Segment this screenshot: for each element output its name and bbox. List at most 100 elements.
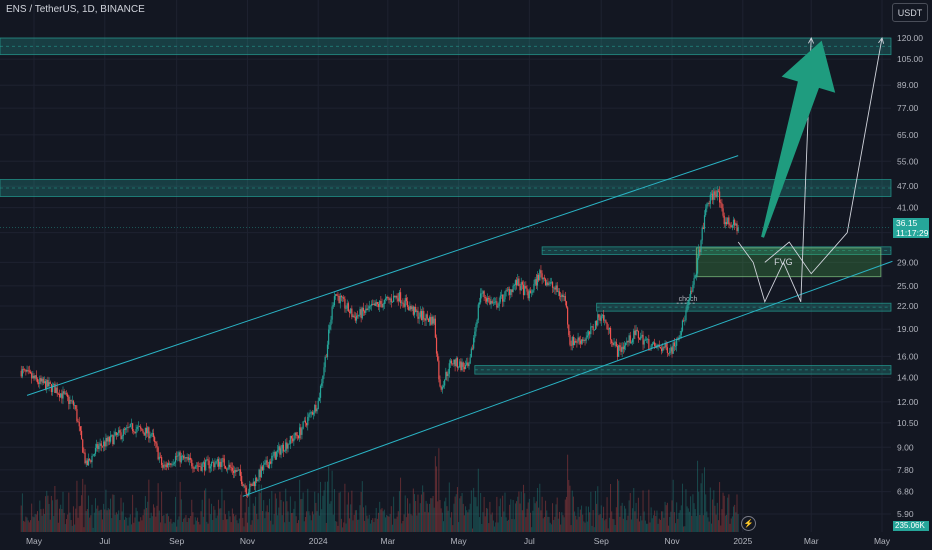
candle-body: [478, 302, 481, 305]
candle-body: [707, 202, 709, 205]
candle-body: [265, 460, 267, 463]
candle-body: [178, 452, 180, 456]
volume-bar: [259, 492, 261, 532]
volume-bar: [524, 493, 526, 532]
candle-body: [548, 283, 550, 285]
volume-bar: [55, 499, 57, 532]
candle-body: [341, 297, 344, 298]
volume-bar: [546, 510, 548, 532]
volume-bar: [183, 518, 185, 532]
candle-body: [475, 324, 477, 332]
candle-body: [648, 338, 650, 350]
volume-bar: [175, 496, 177, 532]
volume-bar: [681, 483, 683, 532]
volume-bar: [514, 503, 516, 532]
candle-body: [600, 315, 602, 321]
candle-body: [104, 441, 106, 447]
candle-body: [283, 450, 286, 452]
candle-body: [518, 278, 520, 287]
candle-body: [286, 442, 288, 449]
currency-button[interactable]: USDT: [892, 3, 928, 22]
candle-body: [164, 464, 166, 466]
volume-bar: [315, 502, 317, 532]
volume-bar: [156, 505, 158, 532]
volume-bar: [639, 521, 641, 532]
volume-bar: [484, 516, 486, 532]
candle-body: [91, 455, 93, 463]
volume-bar: [462, 503, 464, 532]
volume-bar: [658, 518, 660, 532]
volume-bar: [53, 516, 55, 532]
candle-body: [572, 336, 575, 346]
volume-bar: [100, 509, 102, 532]
candle-body: [347, 303, 349, 312]
volume-bar: [376, 518, 378, 532]
candle-body: [113, 435, 115, 445]
candle-body: [612, 343, 614, 345]
candle-body: [395, 295, 397, 298]
volume-bar: [505, 517, 507, 532]
volume-bar: [611, 511, 613, 532]
candle-body: [209, 466, 211, 469]
candle-body: [50, 383, 53, 393]
candle-body: [560, 295, 562, 297]
volume-bar: [222, 519, 224, 532]
volume-bar: [705, 494, 707, 532]
volume-bar: [526, 508, 528, 532]
volume-bar: [387, 516, 389, 532]
volume-bar: [234, 516, 236, 532]
volume-bar: [700, 483, 702, 532]
volume-bar: [454, 496, 456, 532]
time-tick-label: May: [451, 536, 468, 546]
candle-body: [47, 379, 49, 387]
volume-bar: [161, 491, 163, 532]
volume-bar: [629, 492, 631, 532]
candle-body: [517, 278, 519, 286]
candle-body: [631, 338, 634, 343]
candle-body: [553, 287, 555, 289]
time-axis[interactable]: May Jul Sep Nov 2024 Mar May Jul Sep Nov 2025 Mar Ma…: [26, 536, 891, 546]
candle-body: [221, 458, 223, 468]
candle-body: [415, 307, 417, 312]
candle-body: [446, 372, 448, 377]
volume-bar: [434, 456, 436, 532]
candle-body: [573, 341, 576, 346]
volume-bar: [627, 515, 629, 532]
volume-bar: [200, 511, 202, 532]
candle-body: [39, 378, 41, 384]
volume-bar: [721, 509, 723, 532]
candle-body: [319, 385, 322, 398]
candle-body: [357, 315, 359, 317]
volume-bar: [501, 516, 503, 532]
candle-body: [604, 320, 606, 321]
volume-bar: [692, 494, 694, 532]
candle-body: [236, 470, 238, 472]
volume-bar: [379, 501, 381, 532]
candle-body: [314, 404, 316, 413]
candle-body: [250, 483, 252, 485]
volume-bar: [56, 499, 58, 532]
flash-icon[interactable]: ⚡: [741, 516, 756, 531]
volume-bar: [636, 518, 638, 532]
candle-body: [294, 432, 296, 439]
volume-bar: [517, 496, 519, 532]
candle-body: [482, 291, 484, 294]
volume-bar: [557, 518, 559, 532]
volume-bar: [277, 515, 279, 532]
volume-bar: [424, 511, 426, 532]
volume-bar: [570, 525, 572, 532]
price-axis[interactable]: 120.00 105.00 89.00 77.00 65.00 55.00 47.00 41.…: [897, 33, 923, 519]
volume-bar: [206, 521, 208, 532]
volume-bar: [301, 498, 303, 532]
volume-bar: [596, 503, 598, 532]
volume-bar: [202, 516, 204, 532]
volume-bar: [695, 516, 697, 532]
candle-body: [671, 347, 673, 354]
volume-bar: [212, 519, 214, 532]
volume-bar: [96, 508, 98, 532]
candle-body: [449, 360, 452, 364]
volume-bar: [263, 500, 265, 532]
candle-body: [161, 457, 163, 465]
candle-body: [325, 356, 327, 358]
